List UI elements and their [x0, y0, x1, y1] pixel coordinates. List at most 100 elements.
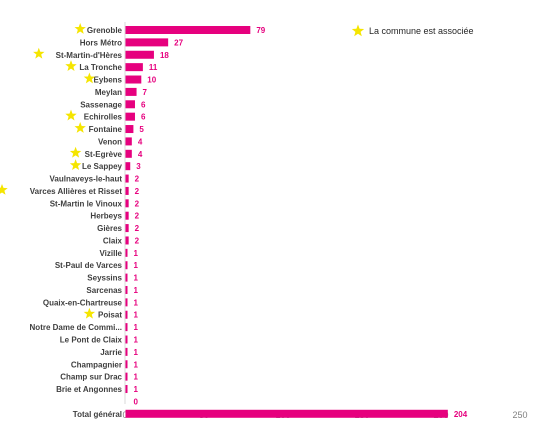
bar	[125, 224, 129, 233]
category-label: Fontaine	[89, 125, 123, 134]
value-label: 1	[134, 336, 139, 345]
bar	[125, 87, 137, 96]
category-label: Meylan	[95, 88, 122, 97]
value-label: 5	[139, 125, 144, 134]
category-label: Grenoble	[87, 26, 123, 35]
value-label: 1	[134, 286, 139, 295]
bar	[125, 261, 128, 270]
x-tick-label: 250	[512, 410, 527, 420]
value-label: 11	[149, 63, 158, 72]
category-label: Gières	[97, 224, 122, 233]
bar	[125, 26, 251, 34]
bar	[125, 409, 448, 418]
value-label: 1	[134, 311, 139, 320]
bar	[125, 372, 128, 381]
value-label: 2	[135, 224, 140, 233]
bar	[125, 248, 128, 257]
value-label: 1	[134, 323, 139, 332]
bar	[125, 63, 143, 72]
bar	[125, 347, 128, 356]
category-label: Champagnier	[71, 360, 122, 369]
value-label: 1	[134, 249, 139, 258]
bar	[125, 211, 129, 220]
x-tick-label: 0	[122, 410, 127, 420]
bar	[125, 385, 128, 394]
value-label: 1	[134, 385, 139, 394]
bar	[125, 100, 135, 109]
bar	[125, 323, 128, 332]
category-label: Vaulnaveys-le-haut	[50, 175, 123, 184]
category-label: Sassenage	[80, 100, 122, 109]
category-label: Le Pont de Claix	[60, 336, 123, 345]
star-icon	[33, 47, 45, 59]
value-label: 1	[134, 373, 139, 382]
value-label: 1	[134, 360, 139, 369]
bar	[125, 174, 129, 183]
legend-star-icon	[351, 24, 365, 37]
category-label: Claix	[103, 236, 123, 245]
category-label: Eybens	[94, 76, 123, 85]
bar	[125, 360, 128, 369]
star-icon	[74, 23, 86, 34]
value-label: 1	[134, 261, 139, 270]
value-label: 3	[136, 162, 141, 171]
bar	[125, 50, 154, 59]
bar	[125, 310, 128, 319]
category-label: Echirolles	[84, 113, 123, 122]
value-label: 2	[135, 187, 140, 196]
bar	[125, 335, 128, 344]
category-label: Vizille	[99, 249, 122, 258]
star-icon	[69, 146, 82, 158]
value-label: 2	[135, 236, 140, 245]
bar	[125, 186, 129, 195]
star-icon	[83, 307, 96, 319]
bar	[125, 38, 169, 47]
category-label: St-Martin-d'Hères	[56, 51, 123, 60]
category-label: Poisat	[98, 311, 122, 320]
category-label: Hors Métro	[80, 38, 122, 47]
category-label: Champ sur Drac	[60, 373, 122, 382]
category-label: Total général	[73, 410, 122, 419]
star-icon	[65, 109, 77, 121]
value-label: 18	[160, 51, 169, 60]
category-label: La Tronche	[79, 63, 122, 72]
value-label: 7	[143, 88, 148, 97]
legend: La commune est associée	[351, 24, 474, 37]
category-label: Herbeys	[90, 212, 122, 221]
category-label: Varces Allières et Risset	[30, 187, 123, 196]
star-icon	[0, 183, 8, 195]
bar	[125, 236, 129, 245]
bar	[125, 149, 132, 158]
x-axis: 050100150200250	[122, 22, 528, 420]
star-icon	[83, 72, 96, 84]
bar	[125, 112, 135, 121]
value-label: 2	[135, 212, 140, 221]
value-label: 2	[135, 199, 140, 208]
value-label: 0	[134, 397, 139, 406]
bar	[125, 162, 131, 171]
value-label: 1	[134, 274, 139, 283]
bar	[125, 125, 134, 134]
category-label: Jarrie	[100, 348, 122, 357]
category-label: Seyssins	[87, 274, 122, 283]
category-label: St-Paul de Varces	[55, 261, 123, 270]
value-label: 6	[141, 113, 146, 122]
value-label: 10	[147, 76, 156, 85]
bar	[125, 285, 128, 294]
value-label: 2	[135, 175, 140, 184]
value-label: 204	[454, 410, 468, 419]
value-label: 27	[174, 38, 183, 47]
category-label: Le Sappey	[82, 162, 123, 171]
bar	[125, 75, 142, 84]
category-label: Notre Dame de Commi...	[30, 323, 122, 332]
star-icon	[69, 159, 82, 171]
bar	[125, 137, 132, 146]
value-label: 1	[134, 298, 139, 307]
value-label: 4	[138, 137, 143, 146]
category-label: St-Martin le Vinoux	[50, 199, 123, 208]
category-label: Venon	[98, 137, 122, 146]
category-label: Sarcenas	[86, 286, 122, 295]
category-label: Brie et Angonnes	[56, 385, 122, 394]
